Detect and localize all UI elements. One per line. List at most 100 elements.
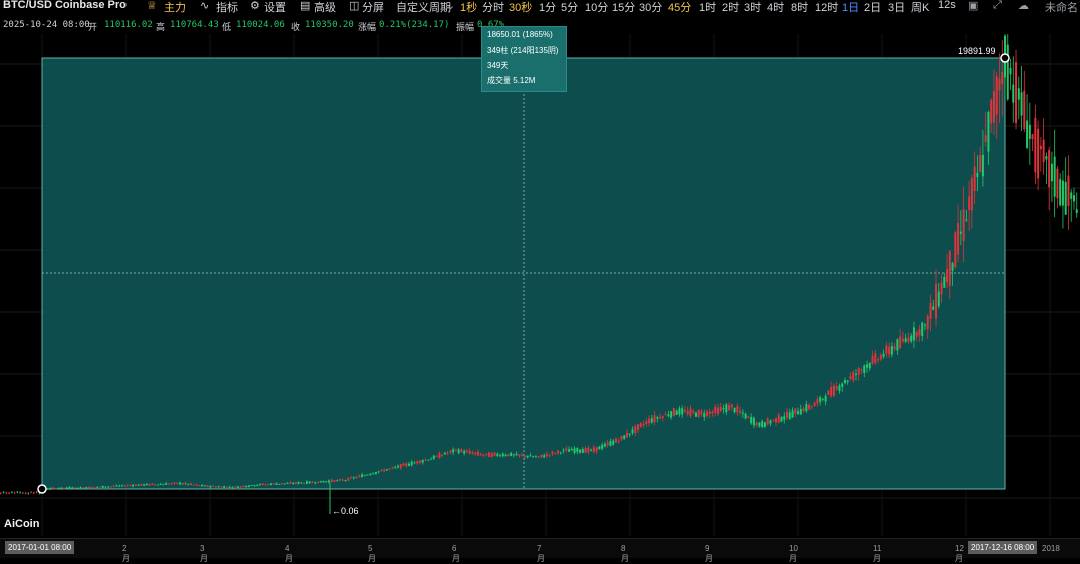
- measure-end-point[interactable]: [1000, 53, 1010, 63]
- candle: [954, 232, 957, 268]
- candle: [576, 447, 579, 452]
- candle: [441, 455, 444, 457]
- candle: [145, 483, 148, 486]
- indicators-button[interactable]: 指标: [216, 2, 238, 14]
- candle: [87, 486, 90, 489]
- candle: [606, 442, 609, 445]
- indicator-icon[interactable]: ∿: [200, 0, 210, 12]
- candle: [766, 418, 769, 425]
- candle: [601, 444, 604, 449]
- candle: [38, 492, 41, 495]
- candle: [570, 448, 573, 451]
- candle: [57, 488, 60, 490]
- candle: [54, 488, 57, 490]
- candle: [126, 485, 129, 487]
- candle: [52, 487, 55, 489]
- candle: [396, 465, 399, 468]
- candle: [747, 416, 750, 418]
- period-0[interactable]: 1秒: [460, 2, 478, 14]
- candle: [195, 484, 198, 486]
- period-17[interactable]: 3日: [888, 2, 906, 14]
- period-5[interactable]: 10分: [585, 2, 609, 14]
- period-2[interactable]: 30秒: [509, 2, 533, 14]
- candle: [214, 486, 217, 488]
- custom-period-dropdown[interactable]: 自定义周期: [396, 2, 451, 14]
- period-9[interactable]: 1时: [699, 2, 717, 14]
- candle: [8, 492, 10, 495]
- period-1[interactable]: 分时: [482, 2, 504, 14]
- axis-tail-label: 2018: [1042, 544, 1060, 553]
- month-label: 4月: [285, 544, 293, 563]
- split-icon[interactable]: ◫: [349, 0, 360, 12]
- settings-button[interactable]: 设置: [264, 2, 286, 14]
- close-value: 110350.20: [305, 20, 354, 30]
- search-icon[interactable]: ⌕: [122, 0, 129, 11]
- candle: [22, 491, 24, 494]
- candle: [209, 485, 212, 488]
- main-button[interactable]: 主力: [164, 2, 186, 14]
- candlestick-chart[interactable]: [0, 34, 1080, 538]
- candle: [888, 346, 891, 355]
- candle: [838, 385, 841, 392]
- candle: [650, 418, 653, 423]
- period-10[interactable]: 2时: [722, 2, 740, 14]
- period-14[interactable]: 12时: [815, 2, 839, 14]
- candle: [703, 413, 706, 417]
- candle: [297, 482, 300, 484]
- close-label: 收: [291, 23, 301, 33]
- candle: [303, 483, 306, 485]
- period-12[interactable]: 4时: [767, 2, 785, 14]
- period-11[interactable]: 3时: [744, 2, 762, 14]
- gear-icon[interactable]: ⚙: [250, 0, 260, 12]
- symbol-title[interactable]: BTC/USD Coinbase Pro: [3, 0, 126, 11]
- measure-start-point[interactable]: [37, 484, 47, 494]
- fullscreen-icon[interactable]: ⤢: [993, 0, 1002, 11]
- period-6[interactable]: 15分: [612, 2, 636, 14]
- candle: [1001, 71, 1004, 85]
- advanced-icon[interactable]: ▤: [300, 0, 311, 12]
- period-4[interactable]: 5分: [561, 2, 579, 14]
- candle: [247, 485, 250, 487]
- candle: [802, 408, 805, 412]
- candle: [319, 480, 322, 483]
- period-7[interactable]: 30分: [639, 2, 663, 14]
- chevron-down-icon[interactable]: ⌄: [446, 0, 456, 12]
- candle: [562, 449, 565, 452]
- candle: [598, 446, 601, 450]
- period-16[interactable]: 2日: [864, 2, 882, 14]
- candle: [860, 369, 863, 371]
- low-label: 低: [222, 23, 232, 33]
- candle: [46, 488, 49, 490]
- candle: [190, 483, 193, 486]
- low-price-value: 0.06: [341, 506, 359, 516]
- candle: [413, 462, 416, 464]
- candle: [341, 479, 344, 481]
- candle: [854, 374, 857, 376]
- candle: [932, 306, 935, 310]
- split-button[interactable]: 分屏: [362, 2, 384, 14]
- candle: [755, 422, 758, 426]
- camera-icon[interactable]: ▣: [968, 0, 979, 12]
- layout-name[interactable]: 未命名: [1045, 2, 1078, 14]
- candle: [808, 404, 811, 410]
- candle: [109, 486, 112, 488]
- period-8[interactable]: 45分: [668, 2, 692, 14]
- period-13[interactable]: 8时: [791, 2, 809, 14]
- advanced-button[interactable]: 高级: [314, 2, 336, 14]
- candle: [659, 416, 662, 419]
- candle: [217, 486, 220, 488]
- period-19[interactable]: 12s: [938, 0, 956, 11]
- candle: [907, 337, 910, 342]
- candle: [419, 460, 422, 463]
- candle: [507, 454, 510, 457]
- period-3[interactable]: 1分: [539, 2, 557, 14]
- period-18[interactable]: 周K: [911, 2, 930, 14]
- candle: [722, 408, 725, 410]
- crown-icon[interactable]: ♕: [147, 0, 157, 12]
- period-15[interactable]: 1日: [842, 2, 860, 14]
- candle: [700, 411, 703, 415]
- candle: [234, 486, 237, 488]
- candle: [305, 481, 308, 484]
- cloud-icon[interactable]: ☁: [1018, 0, 1029, 12]
- month-label: 5月: [368, 544, 376, 563]
